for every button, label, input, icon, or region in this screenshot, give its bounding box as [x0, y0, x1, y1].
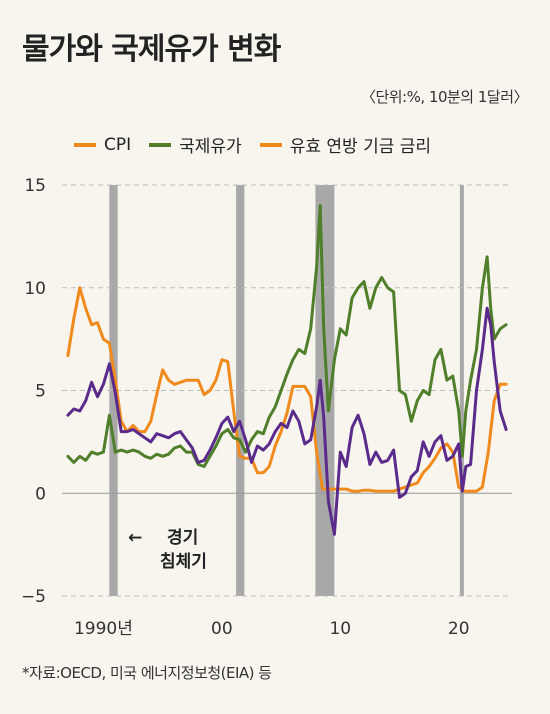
annotation-line1: 경기: [167, 528, 198, 548]
chart-title: 물가와 국제유가 변화: [22, 32, 281, 67]
y-tick-label-3: 0: [35, 484, 46, 504]
legend-item-fed-rate: 유효 연방 기금 금리: [259, 132, 432, 157]
legend-swatch-fed-rate: [259, 142, 282, 147]
annotation-arrow: ←: [128, 528, 142, 548]
y-tick-label-2: 5: [35, 382, 46, 402]
x-tick-label-0: 1990년: [74, 619, 133, 639]
recession-band-1: [236, 185, 245, 596]
unit-note: 〈단위:%, 10분의 1달러〉: [360, 88, 529, 106]
recession-annotation: ← 경기 침체기: [128, 528, 207, 572]
series-line-fed-rate: [66, 306, 508, 536]
legend-item-cpi: CPI: [74, 135, 131, 155]
legend-label-fed-rate: 유효 연방 기금 금리: [289, 137, 432, 157]
x-tick-label-2: 10: [329, 619, 351, 639]
legend-label-oil: 국제유가: [179, 137, 242, 157]
y-tick-label-0: 15: [24, 176, 46, 196]
source-note: *자료:OECD, 미국 에너지정보청(EIA) 등: [22, 664, 272, 682]
series-line-oil: [66, 204, 508, 468]
series-line-cpi: [66, 286, 508, 493]
legend-swatch-cpi: [74, 142, 96, 147]
legend-swatch-oil: [149, 142, 172, 147]
series-lines: [66, 204, 508, 536]
grid-lines: [62, 184, 512, 597]
x-tick-label-1: 00: [211, 619, 233, 639]
tick-labels: 15 10 5 0 −5 1990년 00 10 20: [21, 176, 470, 639]
y-tick-label-4: −5: [21, 587, 46, 607]
y-tick-label-1: 10: [24, 279, 46, 299]
legend-item-oil: 국제유가: [149, 132, 242, 157]
legend: CPI 국제유가 유효 연방 기금 금리: [74, 132, 449, 157]
annotation-line2: 침체기: [160, 551, 207, 572]
legend-label-cpi: CPI: [104, 134, 132, 155]
x-tick-label-3: 20: [448, 619, 470, 639]
